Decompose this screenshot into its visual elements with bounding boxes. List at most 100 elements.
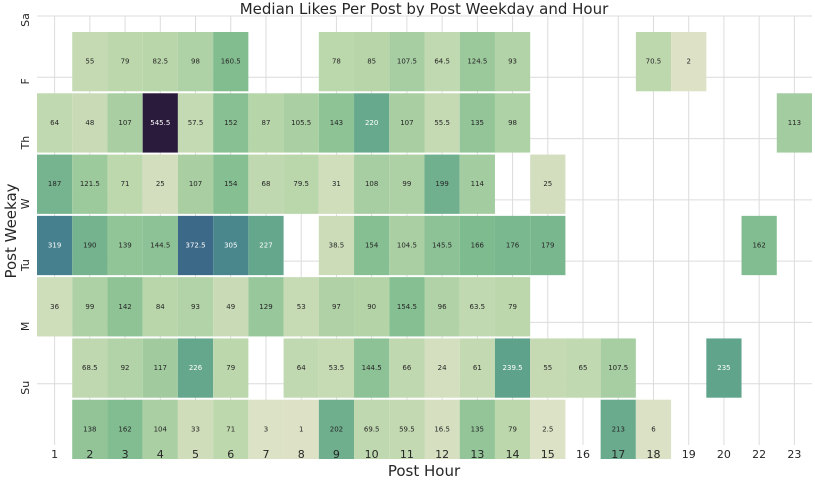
cell-value-label: 38.5: [329, 242, 345, 250]
cell-value-label: 187: [48, 180, 61, 188]
cell-value-label: 166: [471, 242, 485, 250]
cell-value-label: 104.5: [397, 242, 417, 250]
heatmap-cell: [142, 215, 178, 276]
cell-value-label: 104: [154, 425, 168, 433]
x-axis-ticks: 1 2 3 4 5 6 7 8 9 10 11 12 13 14 15 16 17 18 19 20 22 23: [51, 448, 801, 461]
chart-title: Median Likes Per Post by Post Weekday an…: [240, 0, 609, 18]
x-tick-label: 3: [122, 448, 129, 461]
cell-value-label: 138: [83, 425, 96, 433]
heatmap-cell: [72, 277, 108, 337]
heatmap-cell: [318, 338, 355, 398]
cell-value-label: 2: [686, 58, 690, 66]
heatmap-cell: [389, 32, 425, 92]
cell-value-label: 65: [579, 364, 588, 372]
heatmap-cell: [142, 32, 178, 92]
heatmap-cell: [706, 338, 742, 398]
cell-value-label: 79: [226, 364, 235, 372]
x-tick-label: 16: [576, 448, 590, 461]
x-tick-label: 10: [365, 448, 379, 461]
cell-value-label: 545.5: [150, 119, 170, 127]
heatmap-cell: [37, 93, 73, 153]
x-tick-label: 18: [646, 448, 660, 461]
heatmap-cell: [354, 277, 390, 337]
cell-value-label: 105.5: [291, 119, 311, 127]
heatmap-cell: [107, 338, 143, 398]
x-tick-label: 13: [470, 448, 484, 461]
cell-value-label: 143: [330, 119, 343, 127]
cell-value-label: 108: [365, 180, 378, 188]
cell-value-label: 61: [473, 364, 482, 372]
x-tick-label: 11: [400, 448, 414, 461]
heatmap-cell: [72, 338, 108, 398]
cell-value-label: 69.5: [364, 425, 380, 433]
cell-value-label: 66: [402, 364, 411, 372]
cell-value-label: 59.5: [399, 425, 415, 433]
heatmap-cell: [72, 215, 108, 276]
cell-value-label: 144.5: [362, 364, 382, 372]
y-tick-label: Tu: [19, 259, 32, 272]
cell-value-label: 121.5: [80, 180, 100, 188]
cell-value-label: 55: [85, 58, 94, 66]
cell-value-label: 82.5: [152, 58, 168, 66]
cell-value-label: 64: [50, 119, 59, 127]
cell-value-label: 98: [191, 58, 200, 66]
x-tick-label: 14: [506, 448, 520, 461]
cell-value-label: 84: [156, 303, 165, 311]
heatmap-cell: [318, 215, 355, 276]
cell-value-label: 31: [332, 180, 341, 188]
heatmap-cell: [354, 338, 390, 398]
cell-value-label: 154: [224, 180, 238, 188]
cell-value-label: 24: [438, 364, 447, 372]
x-tick-label: 12: [435, 448, 449, 461]
cell-value-label: 90: [367, 303, 376, 311]
cell-value-label: 48: [85, 119, 94, 127]
cell-value-label: 162: [118, 425, 131, 433]
cell-value-label: 213: [612, 425, 625, 433]
heatmap-cell: [635, 32, 672, 92]
heatmap-cell: [318, 32, 355, 92]
x-tick-label: 15: [541, 448, 555, 461]
cell-value-label: 96: [438, 303, 447, 311]
cell-value-label: 78: [332, 58, 341, 66]
cell-value-label: 162: [752, 242, 765, 250]
heatmap-cell: [72, 399, 108, 459]
heatmap-cell: [107, 154, 143, 214]
heatmap-cells: 55 79 82.5 98 160.5 78 85 107.5 64.5 124.5 93 70.5 2…: [37, 32, 812, 459]
heatmap-cell: [177, 338, 214, 398]
heatmap-cell: [107, 277, 143, 337]
cell-value-label: 63.5: [470, 303, 486, 311]
heatmap-cell: [494, 338, 531, 398]
heatmap-cell: [213, 32, 249, 92]
heatmap-cell: [494, 399, 531, 459]
cell-value-label: 16.5: [434, 425, 450, 433]
heatmap-cell: [107, 93, 143, 153]
cell-value-label: 1: [299, 425, 303, 433]
heatmap-cell: [354, 399, 390, 459]
heatmap-cell: [142, 277, 178, 337]
heatmap-cell: [177, 32, 214, 92]
heatmap-cell: [424, 93, 460, 153]
x-tick-label: 2: [86, 448, 93, 461]
heatmap-cell: [671, 32, 707, 92]
heatmap-cell: [107, 32, 143, 92]
cell-value-label: 113: [788, 119, 801, 127]
x-tick-label: 17: [611, 448, 625, 461]
heatmap-cell: [741, 215, 777, 276]
cell-value-label: 176: [506, 242, 520, 250]
heatmap-cell: [424, 399, 460, 459]
heatmap-cell: [424, 338, 460, 398]
heatmap-cell: [177, 154, 214, 214]
x-tick-label: 4: [157, 448, 164, 461]
cell-value-label: 160.5: [221, 58, 241, 66]
cell-value-label: 179: [541, 242, 554, 250]
heatmap-cell: [72, 93, 108, 153]
cell-value-label: 107: [400, 119, 413, 127]
heatmap-cell: [389, 277, 425, 337]
cell-value-label: 99: [85, 303, 94, 311]
cell-value-label: 57.5: [188, 119, 204, 127]
heatmap-cell: [389, 93, 425, 153]
heatmap-cell: [283, 93, 319, 153]
cell-value-label: 53: [297, 303, 306, 311]
y-tick-label: W: [19, 198, 32, 209]
cell-value-label: 139: [118, 242, 131, 250]
